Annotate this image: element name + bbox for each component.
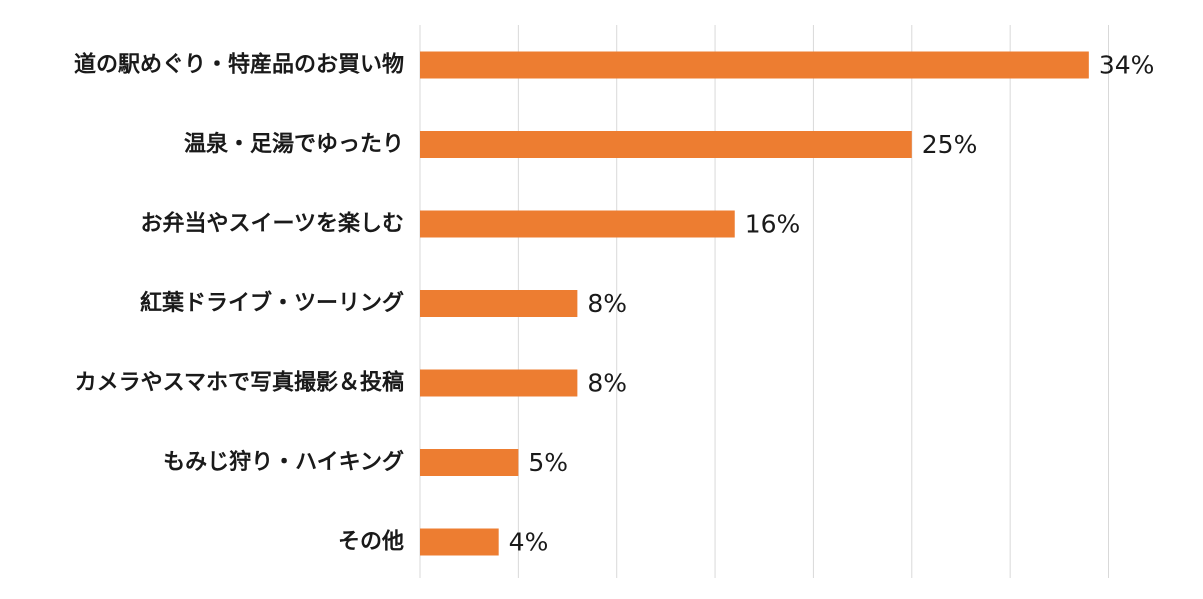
- category-label: 温泉・足湯でゆったり: [184, 131, 404, 157]
- bars: [420, 51, 1089, 556]
- category-label: カメラやスマホで写真撮影＆投稿: [75, 370, 404, 396]
- bar: [420, 369, 578, 397]
- value-label: 8%: [587, 369, 627, 398]
- value-label: 8%: [587, 289, 627, 318]
- bar: [420, 290, 578, 317]
- gridlines: [419, 25, 1109, 578]
- category-label: お弁当やスイーツを楽しむ: [140, 211, 404, 237]
- category-label: もみじ狩り・ハイキング: [163, 449, 404, 475]
- value-label: 25%: [922, 130, 978, 159]
- category-label: 道の駅めぐり・特産品のお買い物: [74, 52, 404, 78]
- bar: [420, 51, 1089, 79]
- value-label: 4%: [509, 528, 549, 557]
- value-label: 5%: [528, 448, 568, 477]
- value-label: 16%: [745, 210, 801, 239]
- bar: [420, 131, 912, 158]
- bar: [420, 528, 499, 556]
- bar: [420, 210, 735, 238]
- bar: [420, 449, 519, 476]
- category-label: 紅葉ドライブ・ツーリング: [140, 290, 404, 316]
- category-labels: 道の駅めぐり・特産品のお買い物温泉・足湯でゆったりお弁当やスイーツを楽しむ紅葉ド…: [74, 52, 404, 555]
- value-label: 34%: [1099, 51, 1155, 80]
- value-labels: 34% 25% 16% 8% 8% 5% 4%: [509, 51, 1155, 557]
- category-label: その他: [338, 530, 404, 555]
